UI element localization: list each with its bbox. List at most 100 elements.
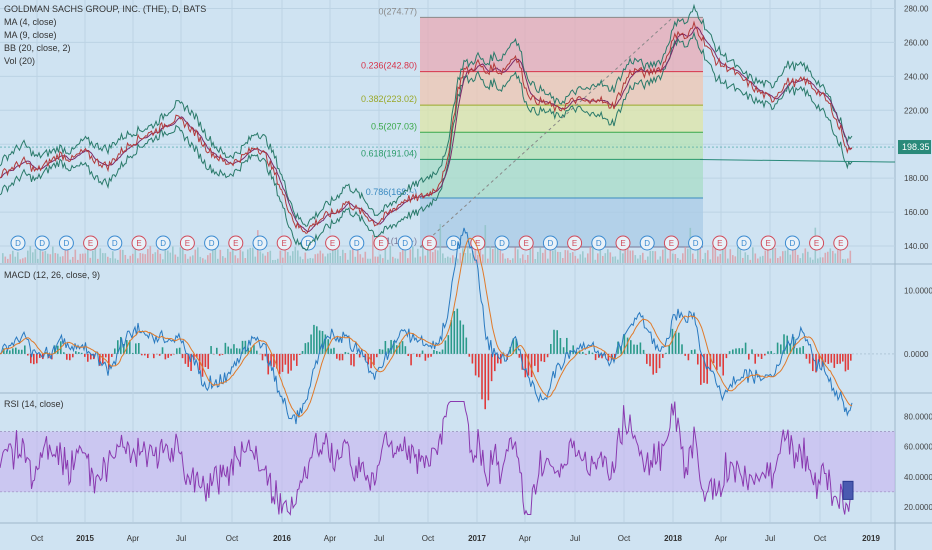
macd-histogram-bar: [777, 343, 779, 354]
volume-bar: [110, 258, 112, 263]
volume-bar: [525, 260, 527, 263]
price-axis-tick: 240.00: [904, 72, 929, 81]
macd-histogram-bar: [33, 354, 35, 364]
macd-legend: MACD (12, 26, close, 9): [4, 270, 100, 280]
time-axis-tick: Jul: [765, 534, 775, 543]
macd-histogram-bar: [170, 354, 172, 356]
macd-histogram-bar: [182, 354, 184, 358]
volume-bar: [62, 256, 64, 263]
macd-histogram-bar: [219, 354, 221, 356]
macd-histogram-bar: [433, 350, 435, 354]
volume-bar: [207, 255, 209, 263]
macd-histogram-bar: [227, 347, 229, 354]
volume-bar: [745, 252, 747, 263]
macd-histogram-bar: [540, 354, 542, 361]
volume-bar: [695, 259, 697, 263]
volume-bar: [407, 258, 409, 263]
volume-bar: [265, 256, 267, 263]
volume-bar: [837, 250, 839, 263]
volume-bar: [32, 252, 34, 263]
marker-letter: E: [717, 239, 722, 248]
volume-bar: [160, 254, 162, 263]
macd-histogram-bar: [659, 354, 661, 368]
volume-bar: [82, 254, 84, 263]
volume-bar: [277, 259, 279, 263]
macd-histogram-bar: [839, 354, 841, 364]
macd-histogram-bar: [153, 354, 155, 358]
macd-histogram-bar: [491, 354, 493, 381]
macd-histogram-bar: [519, 354, 521, 358]
volume-bar: [720, 254, 722, 263]
volume-bar: [475, 249, 477, 263]
volume-bar: [497, 249, 499, 263]
macd-histogram-bar: [416, 354, 418, 357]
macd-histogram-bar: [81, 353, 83, 354]
volume-bar: [170, 253, 172, 263]
volume-bar: [825, 253, 827, 263]
macd-histogram-bar: [376, 354, 378, 357]
macd-histogram-bar: [439, 352, 441, 354]
volume-bar: [400, 252, 402, 263]
volume-bar: [597, 253, 599, 263]
marker-letter: D: [209, 239, 215, 248]
fib-level-label: 0.618(191.04): [361, 148, 417, 158]
macd-histogram-bar: [845, 354, 847, 371]
volume-bar: [240, 250, 242, 263]
macd-histogram-bar: [147, 354, 149, 358]
macd-histogram-bar: [556, 330, 558, 354]
volume-bar: [557, 252, 559, 263]
macd-histogram-bar: [751, 349, 753, 354]
volume-bar: [445, 258, 447, 263]
time-axis-tick: Apr: [715, 534, 728, 543]
volume-bar: [47, 254, 49, 263]
rsi-highlight-box: [843, 481, 853, 499]
macd-histogram-bar: [427, 354, 429, 358]
time-axis-tick: Jul: [176, 534, 186, 543]
macd-histogram-bar: [460, 320, 462, 353]
macd-histogram-bar: [582, 352, 584, 354]
volume-bar: [687, 249, 689, 263]
volume-bar: [70, 260, 72, 263]
volume-bar: [102, 253, 104, 263]
macd-histogram-bar: [167, 354, 169, 358]
fib-band: [420, 198, 703, 247]
volume-bar: [175, 255, 177, 263]
marker-letter: E: [427, 239, 432, 248]
volume-bar: [122, 250, 124, 263]
volume-bar: [280, 251, 282, 263]
volume-bar: [250, 248, 252, 263]
macd-histogram-bar: [646, 354, 648, 364]
volume-bar: [632, 250, 634, 263]
time-axis-tick: Apr: [127, 534, 140, 543]
volume-bar: [605, 253, 607, 263]
macd-histogram-bar: [256, 351, 258, 354]
marker-letter: D: [596, 239, 602, 248]
rsi-axis-tick: 40.0000: [904, 473, 932, 482]
macd-histogram-bar: [141, 354, 143, 355]
time-axis-tick: 2018: [664, 534, 682, 543]
macd-histogram-bar: [742, 348, 744, 354]
volume-bar: [590, 247, 592, 263]
volume-bar: [22, 258, 24, 263]
volume-bar: [770, 259, 772, 263]
volume-bar: [737, 247, 739, 263]
volume-bar: [332, 249, 334, 263]
macd-histogram-bar: [572, 345, 574, 354]
volume-bar: [492, 249, 494, 263]
volume-bar: [327, 254, 329, 263]
macd-histogram-bar: [425, 354, 427, 361]
volume-bar: [692, 254, 694, 263]
macd-histogram-bar: [716, 354, 718, 370]
rsi-axis-tick: 20.0000: [904, 503, 932, 512]
volume-bar: [317, 254, 319, 263]
volume-bar: [52, 247, 54, 263]
macd-histogram-bar: [66, 354, 68, 360]
volume-bar: [415, 258, 417, 263]
macd-histogram-bar: [729, 351, 731, 354]
volume-bar: [582, 251, 584, 263]
volume-bar: [242, 251, 244, 263]
price-legend-item: BB (20, close, 2): [4, 43, 71, 53]
macd-histogram-bar: [481, 354, 483, 399]
macd-histogram-bar: [799, 347, 801, 353]
